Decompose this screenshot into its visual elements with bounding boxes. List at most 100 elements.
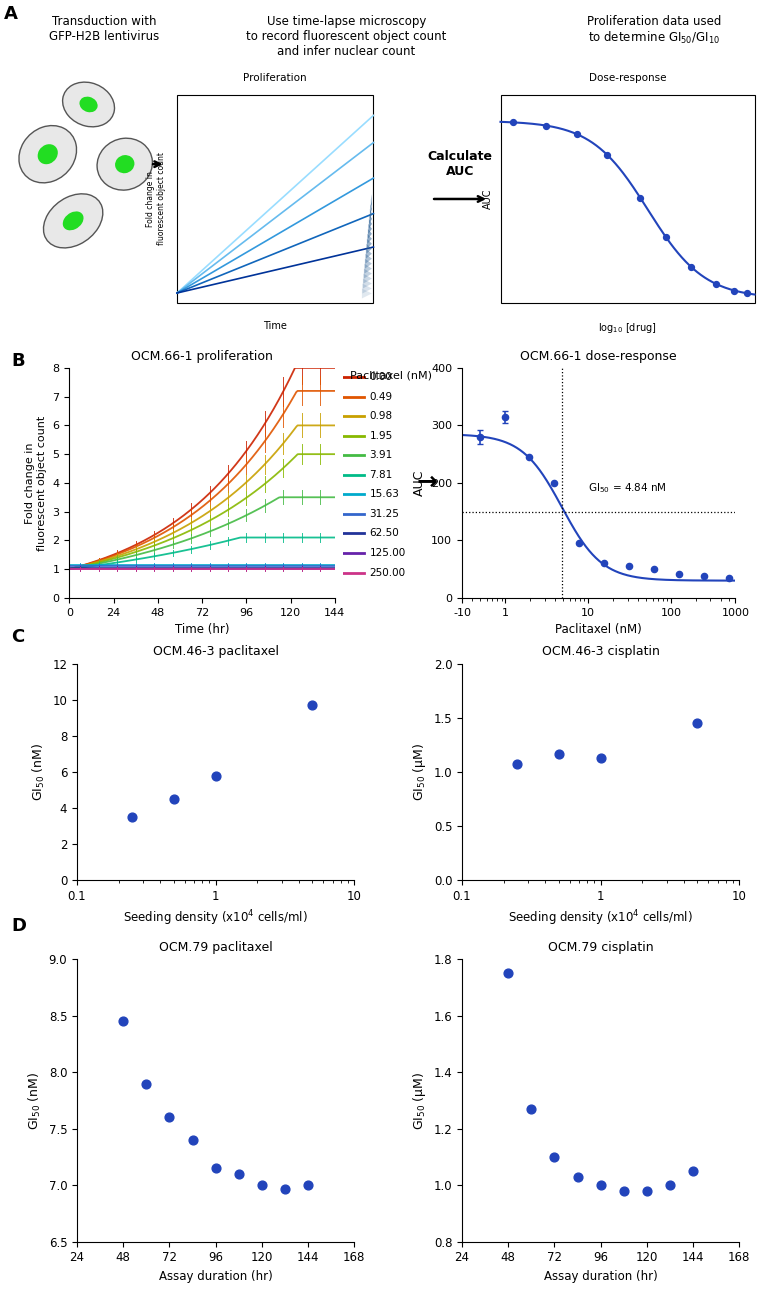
- Title: OCM.79 cisplatin: OCM.79 cisplatin: [547, 941, 654, 954]
- Point: [598, 553, 611, 574]
- Ellipse shape: [43, 194, 103, 248]
- Point: [117, 1010, 129, 1031]
- Point: [548, 1146, 561, 1167]
- Point: [710, 273, 722, 294]
- Point: [126, 807, 139, 828]
- Polygon shape: [368, 223, 372, 234]
- Point: [186, 1130, 199, 1151]
- Text: Time: Time: [263, 322, 287, 331]
- Title: OCM.66-1 proliferation: OCM.66-1 proliferation: [131, 350, 273, 363]
- Polygon shape: [366, 254, 372, 264]
- Polygon shape: [370, 209, 372, 219]
- Point: [233, 1163, 245, 1184]
- X-axis label: Assay duration (hr): Assay duration (hr): [159, 1271, 273, 1282]
- Point: [502, 963, 514, 984]
- Ellipse shape: [79, 97, 98, 112]
- Polygon shape: [370, 214, 372, 223]
- Point: [698, 565, 710, 586]
- Point: [511, 754, 524, 775]
- Text: log$_{10}$ [drug]: log$_{10}$ [drug]: [598, 322, 657, 335]
- Text: →: →: [417, 470, 438, 494]
- Point: [673, 564, 685, 585]
- Text: 125.00: 125.00: [370, 548, 406, 558]
- Polygon shape: [362, 289, 372, 298]
- Polygon shape: [367, 239, 372, 248]
- X-axis label: Seeding density (x10$^4$ cells/ml): Seeding density (x10$^4$ cells/ml): [123, 909, 308, 928]
- Ellipse shape: [19, 126, 76, 183]
- Point: [722, 568, 735, 589]
- Point: [571, 124, 583, 145]
- Point: [302, 1175, 314, 1196]
- Point: [618, 1180, 630, 1201]
- Point: [209, 1158, 222, 1179]
- Point: [641, 1180, 653, 1201]
- Point: [523, 447, 535, 468]
- Polygon shape: [363, 284, 372, 293]
- Text: Use time-lapse microscopy
to record fluorescent object count
and infer nuclear c: Use time-lapse microscopy to record fluo…: [246, 14, 447, 58]
- Text: D: D: [12, 917, 26, 936]
- Y-axis label: GI$_{50}$ (nM): GI$_{50}$ (nM): [31, 742, 47, 802]
- Text: 1.95: 1.95: [370, 431, 393, 440]
- Point: [209, 765, 222, 786]
- Polygon shape: [371, 198, 372, 209]
- X-axis label: Paclitaxel (nM): Paclitaxel (nM): [555, 623, 642, 636]
- Bar: [500, 95, 755, 304]
- Point: [525, 1099, 537, 1120]
- Point: [685, 256, 698, 277]
- Text: Dose-response: Dose-response: [589, 72, 666, 83]
- Point: [741, 283, 753, 304]
- Title: OCM.46-3 paclitaxel: OCM.46-3 paclitaxel: [152, 645, 279, 658]
- Title: OCM.66-1 dose-response: OCM.66-1 dose-response: [521, 350, 677, 363]
- Point: [571, 1167, 584, 1188]
- Title: OCM.79 paclitaxel: OCM.79 paclitaxel: [159, 941, 273, 954]
- Text: AUC: AUC: [483, 189, 493, 209]
- Ellipse shape: [62, 81, 115, 127]
- Point: [601, 145, 614, 166]
- Y-axis label: GI$_{50}$ (nM): GI$_{50}$ (nM): [27, 1071, 43, 1130]
- Text: 0.98: 0.98: [370, 411, 393, 422]
- Text: 0.49: 0.49: [370, 392, 393, 402]
- Point: [498, 406, 511, 427]
- Point: [728, 280, 741, 301]
- Ellipse shape: [97, 138, 152, 191]
- Ellipse shape: [63, 212, 83, 230]
- Text: 3.91: 3.91: [370, 451, 393, 460]
- Text: Fold change in
fluorescent object count: Fold change in fluorescent object count: [146, 152, 166, 246]
- Y-axis label: GI$_{50}$ (μM): GI$_{50}$ (μM): [411, 1071, 428, 1130]
- Polygon shape: [365, 259, 372, 268]
- Point: [507, 112, 520, 133]
- Text: 62.50: 62.50: [370, 528, 400, 539]
- Text: 15.63: 15.63: [370, 489, 400, 499]
- Point: [687, 1160, 699, 1181]
- Polygon shape: [369, 219, 372, 229]
- Ellipse shape: [38, 145, 58, 164]
- Point: [634, 188, 647, 209]
- Point: [279, 1179, 291, 1200]
- Y-axis label: Fold change in
fluorescent object count: Fold change in fluorescent object count: [25, 415, 47, 551]
- Text: Paclitaxel (nM): Paclitaxel (nM): [350, 371, 432, 381]
- Polygon shape: [364, 268, 372, 279]
- X-axis label: Time (hr): Time (hr): [175, 623, 229, 636]
- Text: GI$_{50}$ = 4.84 nM: GI$_{50}$ = 4.84 nM: [588, 481, 667, 495]
- Polygon shape: [367, 244, 372, 254]
- Polygon shape: [363, 273, 372, 284]
- Text: Calculate
AUC: Calculate AUC: [427, 150, 492, 179]
- Point: [623, 556, 635, 577]
- Point: [140, 1074, 152, 1095]
- Text: B: B: [12, 352, 25, 371]
- Polygon shape: [367, 234, 372, 244]
- Point: [594, 1175, 607, 1196]
- Point: [691, 712, 704, 733]
- Text: 0.00: 0.00: [370, 372, 393, 382]
- Text: 31.25: 31.25: [370, 509, 400, 519]
- Text: Proliferation data used
to determine GI$_{50}$/GI$_{10}$: Proliferation data used to determine GI$…: [588, 14, 721, 46]
- Ellipse shape: [115, 155, 135, 173]
- Text: 250.00: 250.00: [370, 568, 406, 578]
- Bar: [177, 95, 373, 304]
- X-axis label: Assay duration (hr): Assay duration (hr): [544, 1271, 658, 1282]
- Polygon shape: [366, 248, 372, 259]
- Point: [648, 558, 660, 579]
- Point: [573, 532, 585, 553]
- Text: A: A: [4, 5, 18, 22]
- Point: [306, 695, 319, 716]
